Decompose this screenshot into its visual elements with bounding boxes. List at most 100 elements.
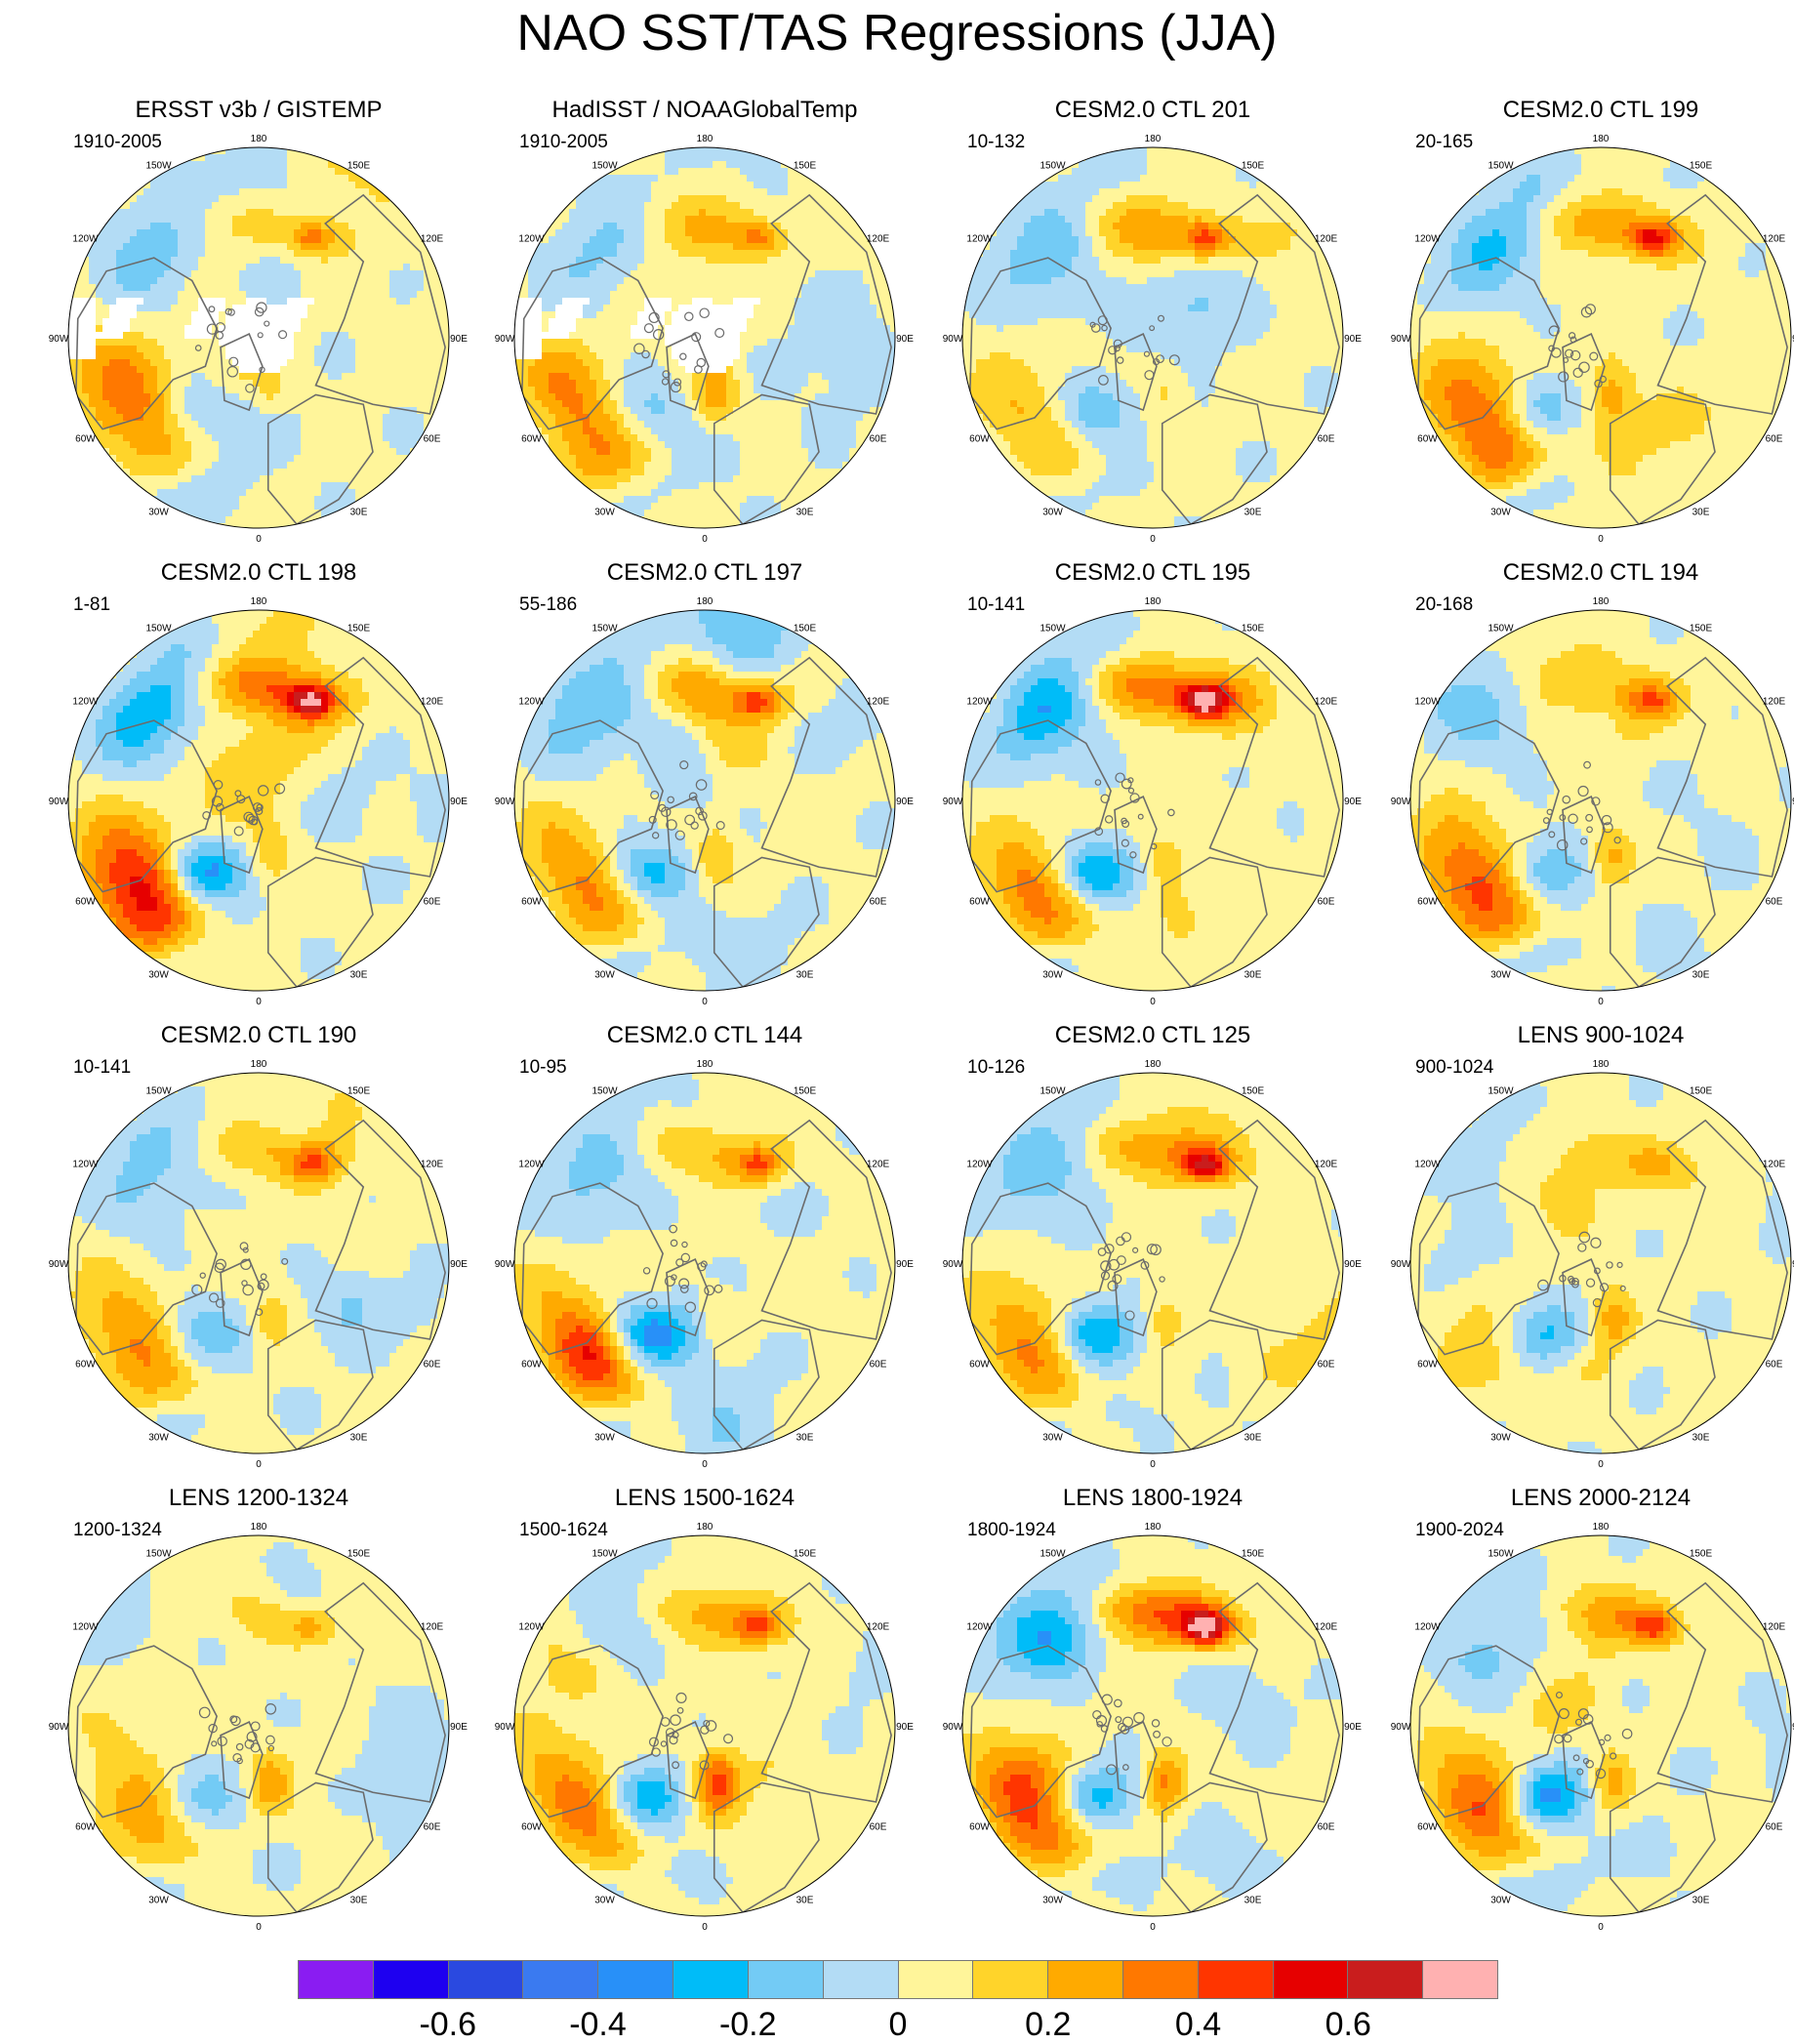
map-panel: 180150E120E90E60E30E030W60W90W120W150WCE… [1376,558,1794,1022]
longitude-label: 150E [347,1548,371,1559]
panel-years: 1910-2005 [519,131,608,154]
longitude-label: 150E [1242,160,1265,171]
longitude-label: 30W [1042,970,1063,981]
longitude-label: 0 [702,534,708,545]
longitude-label: 30E [350,1433,368,1444]
longitude-label: 120E [1315,1160,1338,1170]
longitude-label: 0 [1598,1922,1604,1933]
longitude-label: 120E [421,1622,444,1633]
panel-years: 20-168 [1415,593,1473,617]
longitude-label: 120W [966,234,993,245]
longitude-label: 120W [72,234,99,245]
longitude-label: 150W [145,160,172,171]
longitude-label: 60W [1417,897,1438,908]
longitude-label: 60W [1417,1822,1438,1833]
longitude-label: 60E [870,897,887,908]
longitude-label: 60W [75,897,96,908]
longitude-label: 30E [350,508,368,518]
longitude-label: 180 [1145,596,1162,607]
longitude-label: 60E [1318,1822,1335,1833]
longitude-label: 0 [1150,997,1156,1007]
colorbar [298,1960,1498,1999]
longitude-label: 150E [1242,1548,1265,1559]
longitude-label: 150W [1488,623,1514,634]
longitude-label: 60W [969,1822,990,1833]
longitude-label: 180 [251,134,267,144]
longitude-label: 150E [1690,160,1713,171]
longitude-label: 90W [49,1722,69,1733]
panel-title: LENS 1800-1924 [928,1484,1377,1513]
colorbar-swatch [673,1961,749,1998]
longitude-label: 60E [1318,897,1335,908]
longitude-label: 180 [1593,134,1610,144]
longitude-label: 0 [1150,1459,1156,1470]
longitude-label: 90E [1344,1259,1362,1270]
longitude-label: 60W [1417,434,1438,445]
colorbar-swatch [1199,1961,1274,1998]
longitude-label: 120E [1315,697,1338,708]
panel-title: CESM2.0 CTL 195 [928,558,1377,588]
longitude-label: 0 [1150,534,1156,545]
longitude-label: 90W [1391,334,1411,345]
longitude-label: 120E [1315,234,1338,245]
longitude-label: 60W [521,897,542,908]
longitude-label: 180 [251,1522,267,1533]
longitude-label: 60E [870,1822,887,1833]
figure-title: NAO SST/TAS Regressions (JJA) [0,2,1794,64]
longitude-label: 150E [1690,1548,1713,1559]
longitude-label: 120W [1414,234,1441,245]
longitude-label: 30E [796,1896,814,1906]
longitude-label: 150E [347,623,371,634]
colorbar-swatch [1123,1961,1199,1998]
longitude-label: 90E [450,1722,468,1733]
panel-title: CESM2.0 CTL 201 [928,96,1377,125]
longitude-label: 30E [1244,1433,1262,1444]
longitude-label: 60W [969,434,990,445]
longitude-label: 180 [697,134,714,144]
longitude-label: 150W [145,1085,172,1096]
colorbar-tick-label: -0.4 [550,2005,647,2044]
longitude-label: 30W [148,1433,169,1444]
longitude-label: 30W [594,1896,615,1906]
panel-years: 900-1024 [1415,1056,1493,1080]
longitude-label: 120W [966,1622,993,1633]
longitude-label: 150E [794,623,817,634]
longitude-label: 60W [521,1360,542,1370]
longitude-label: 150E [794,160,817,171]
longitude-label: 180 [251,1059,267,1070]
longitude-label: 120E [867,234,890,245]
panel-years: 20-165 [1415,131,1473,154]
longitude-label: 30E [1244,1896,1262,1906]
longitude-label: 60E [424,1822,441,1833]
colorbar-swatch [449,1961,524,1998]
longitude-label: 120W [518,234,545,245]
longitude-label: 120W [966,1160,993,1170]
longitude-label: 0 [1598,997,1604,1007]
longitude-label: 0 [1598,1459,1604,1470]
longitude-label: 0 [256,534,262,545]
longitude-label: 30W [1490,970,1511,981]
colorbar-swatch [824,1961,899,1998]
longitude-label: 150E [794,1085,817,1096]
longitude-label: 150E [347,1085,371,1096]
longitude-label: 180 [697,1059,714,1070]
longitude-label: 60E [1318,1360,1335,1370]
longitude-label: 150E [1690,623,1713,634]
longitude-label: 150W [1040,160,1066,171]
panel-title: HadISST / NOAAGlobalTemp [480,96,929,125]
longitude-label: 150E [1242,623,1265,634]
longitude-label: 30W [594,1433,615,1444]
panel-title: LENS 2000-2124 [1376,1484,1794,1513]
colorbar-tick-label: 0.4 [1150,2005,1247,2044]
